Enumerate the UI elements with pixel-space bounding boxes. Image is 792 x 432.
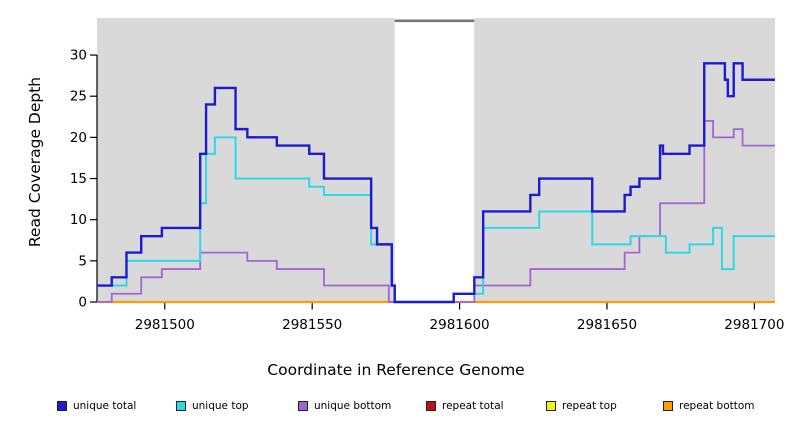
legend: unique total unique top unique bottom repea… [0, 398, 792, 416]
legend-entry-repeat-top: repeat top [546, 398, 617, 414]
gap-top-bar [394, 19, 475, 23]
x-tick-label: 2981550 [282, 317, 342, 333]
legend-entry-repeat-bottom: repeat bottom [663, 398, 755, 414]
legend-entry-repeat-total: repeat total [426, 398, 504, 414]
legend-label: unique top [192, 400, 249, 412]
legend-label: repeat total [442, 400, 504, 412]
legend-swatch [546, 401, 556, 411]
y-axis-title: Read Coverage Depth [26, 76, 44, 248]
x-tick-label: 2981500 [135, 317, 195, 333]
legend-swatch [176, 401, 186, 411]
y-tick-label: 0 [78, 295, 87, 311]
legend-swatch [57, 401, 67, 411]
panel-region [97, 18, 395, 303]
y-tick-label: 25 [70, 89, 87, 105]
y-tick-label: 20 [70, 130, 87, 146]
legend-entry-unique-top: unique top [176, 398, 249, 414]
legend-label: repeat top [562, 400, 617, 412]
legend-swatch [426, 401, 436, 411]
y-tick-label: 10 [70, 212, 87, 228]
x-tick-label: 2981700 [724, 317, 784, 333]
legend-entry-unique-total: unique total [57, 398, 136, 414]
y-tick-label: 30 [70, 48, 87, 64]
legend-label: unique total [73, 400, 137, 412]
legend-swatch [298, 401, 308, 411]
x-tick-label: 2981600 [430, 317, 490, 333]
y-tick-label: 5 [78, 253, 87, 269]
series-unique-total [97, 62, 775, 304]
legend-label: repeat bottom [679, 400, 755, 412]
x-tick-label: 2981650 [577, 317, 637, 333]
legend-swatch [663, 401, 673, 411]
y-tick-label: 15 [70, 171, 87, 187]
x-axis-title: Coordinate in Reference Genome [267, 361, 525, 379]
legend-label: unique bottom [314, 400, 392, 412]
legend-entry-unique-bottom: unique bottom [298, 398, 391, 414]
